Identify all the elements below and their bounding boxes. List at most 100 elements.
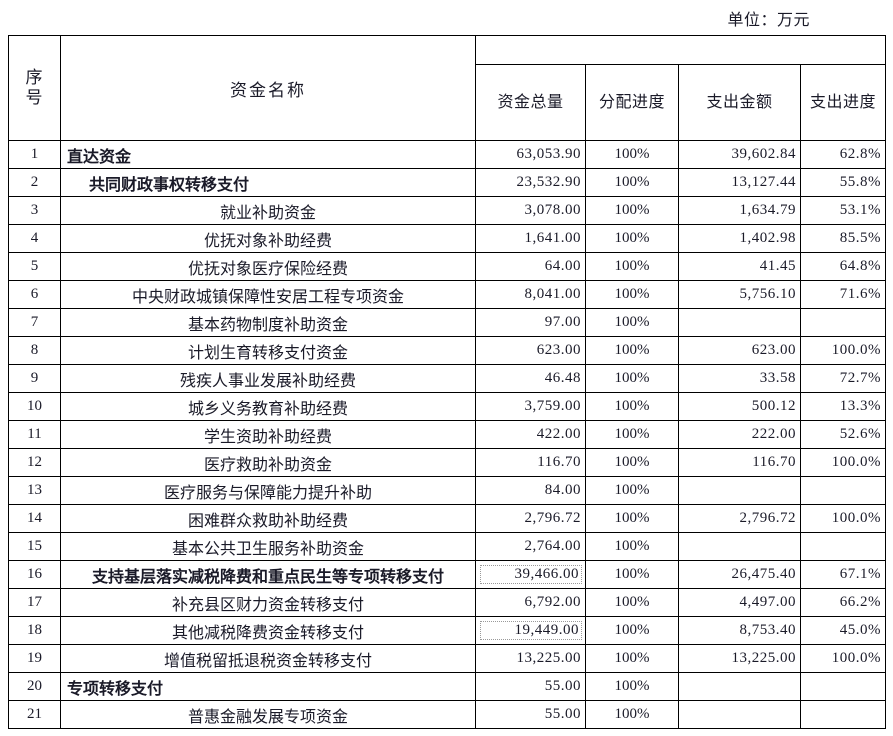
cell-spent-amount: 41.45 [678,252,801,281]
cell-fund-name: 优抚对象补助经费 [60,224,476,253]
table-row: 1 直达资金 63,053.90 100% 39,602.84 62.8% [8,140,886,169]
cell-spent-amount [678,532,801,561]
cell-spent-amount: 2,796.72 [678,504,801,533]
cell-sequence: 3 [8,196,61,225]
cell-spent-amount: 222.00 [678,420,801,449]
table-row: 8 计划生育转移支付资金 623.00 100% 623.00 100.0% [8,336,886,365]
table-row: 14 困难群众救助补助经费 2,796.72 100% 2,796.72 100.0% [8,504,886,533]
cell-allocation-progress: 100% [585,644,679,673]
cell-allocation-progress: 100% [585,476,679,505]
table-row: 2 共同财政事权转移支付 23,532.90 100% 13,127.44 55.8% [8,168,886,197]
table-row: 16 支持基层落实减税降费和重点民生等专项转移支付 39,466.00 100% 26,… [8,560,886,589]
cell-sequence: 12 [8,448,61,477]
cell-sequence: 2 [8,168,61,197]
table-row: 12 医疗救助补助资金 116.70 100% 116.70 100.0% [8,448,886,477]
cell-allocation-progress: 100% [585,364,679,393]
header-spent-amount: 支出金额 [678,64,801,141]
cell-spent-amount: 116.70 [678,448,801,477]
direct-funds-table: 序 号 资金名称 资金总量 分配进度 支出金额 支出进度 1 直达资金 63,053… [8,34,886,729]
cell-fund-name: 医疗救助补助资金 [60,448,476,477]
cell-spending-progress [800,476,886,505]
header-sequence: 序 号 [8,35,61,141]
cell-total-amount: 116.70 [475,448,586,477]
cell-sequence: 17 [8,588,61,617]
cell-spending-progress: 52.6% [800,420,886,449]
cell-total-amount: 84.00 [475,476,586,505]
cell-sequence: 16 [8,560,61,589]
cell-sequence: 10 [8,392,61,421]
cell-fund-name: 学生资助补助经费 [60,420,476,449]
cell-sequence: 19 [8,644,61,673]
cell-sequence: 1 [8,140,61,169]
cell-allocation-progress: 100% [585,336,679,365]
cell-fund-name: 支持基层落实减税降费和重点民生等专项转移支付 [60,560,476,589]
cell-total-amount: 55.00 [475,700,586,729]
cell-total-amount: 97.00 [475,308,586,337]
cell-sequence: 9 [8,364,61,393]
cell-spending-progress: 62.8% [800,140,886,169]
cell-spent-amount: 5,756.10 [678,280,801,309]
cell-spent-amount: 4,497.00 [678,588,801,617]
cell-sequence: 8 [8,336,61,365]
cell-spending-progress: 13.3% [800,392,886,421]
cell-allocation-progress: 100% [585,420,679,449]
cell-fund-name: 优抚对象医疗保险经费 [60,252,476,281]
cell-allocation-progress: 100% [585,140,679,169]
cell-sequence: 21 [8,700,61,729]
table-row: 11 学生资助补助经费 422.00 100% 222.00 52.6% [8,420,886,449]
table-row: 19 增值税留抵退税资金转移支付 13,225.00 100% 13,225.00 100… [8,644,886,673]
cell-total-amount: 46.48 [475,364,586,393]
cell-allocation-progress: 100% [585,224,679,253]
cell-spending-progress: 85.5% [800,224,886,253]
cell-total-amount: 64.00 [475,252,586,281]
cell-spent-amount: 26,475.40 [678,560,801,589]
cell-fund-name: 基本公共卫生服务补助资金 [60,532,476,561]
cell-spending-progress: 100.0% [800,336,886,365]
cell-allocation-progress: 100% [585,672,679,701]
cell-total-amount: 3,759.00 [475,392,586,421]
cell-allocation-progress: 100% [585,168,679,197]
cell-total-amount: 55.00 [475,672,586,701]
cell-spent-amount: 33.58 [678,364,801,393]
cell-total-amount: 39,466.00 [475,560,586,589]
table-header: 序 号 资金名称 资金总量 分配进度 支出金额 支出进度 [8,34,886,141]
cell-fund-name: 中央财政城镇保障性安居工程专项资金 [60,280,476,309]
cell-fund-name: 就业补助资金 [60,196,476,225]
cell-allocation-progress: 100% [585,308,679,337]
table-row: 3 就业补助资金 3,078.00 100% 1,634.79 53.1% [8,196,886,225]
table-row: 5 优抚对象医疗保险经费 64.00 100% 41.45 64.8% [8,252,886,281]
header-row-sub: 资金总量 分配进度 支出金额 支出进度 [9,64,886,141]
cell-spent-amount: 1,634.79 [678,196,801,225]
cell-spent-amount: 13,127.44 [678,168,801,197]
cell-total-amount: 2,796.72 [475,504,586,533]
table-row: 6 中央财政城镇保障性安居工程专项资金 8,041.00 100% 5,756.10 71… [8,280,886,309]
header-sequence-line-1: 序 [25,68,44,88]
cell-fund-name: 基本药物制度补助资金 [60,308,476,337]
cell-spending-progress: 71.6% [800,280,886,309]
cell-fund-name: 其他减税降费资金转移支付 [60,616,476,645]
cell-fund-name: 残疾人事业发展补助经费 [60,364,476,393]
cell-allocation-progress: 100% [585,504,679,533]
cell-fund-name: 共同财政事权转移支付 [60,168,476,197]
cell-sequence: 20 [8,672,61,701]
cell-total-amount: 19,449.00 [475,616,586,645]
cell-total-amount: 23,532.90 [475,168,586,197]
header-fund-name: 资金名称 [60,35,476,141]
cell-allocation-progress: 100% [585,196,679,225]
cell-spending-progress: 67.1% [800,560,886,589]
header-allocation-progress: 分配进度 [585,64,679,141]
table-row: 10 城乡义务教育补助经费 3,759.00 100% 500.12 13.3% [8,392,886,421]
cell-allocation-progress: 100% [585,616,679,645]
cell-spending-progress: 53.1% [800,196,886,225]
cell-sequence: 18 [8,616,61,645]
cell-fund-name: 增值税留抵退税资金转移支付 [60,644,476,673]
cell-spending-progress [800,672,886,701]
cell-sequence: 6 [8,280,61,309]
cell-spending-progress: 100.0% [800,504,886,533]
cell-spent-amount: 1,402.98 [678,224,801,253]
cell-allocation-progress: 100% [585,532,679,561]
cell-allocation-progress: 100% [585,280,679,309]
cell-total-amount: 623.00 [475,336,586,365]
cell-allocation-progress: 100% [585,560,679,589]
